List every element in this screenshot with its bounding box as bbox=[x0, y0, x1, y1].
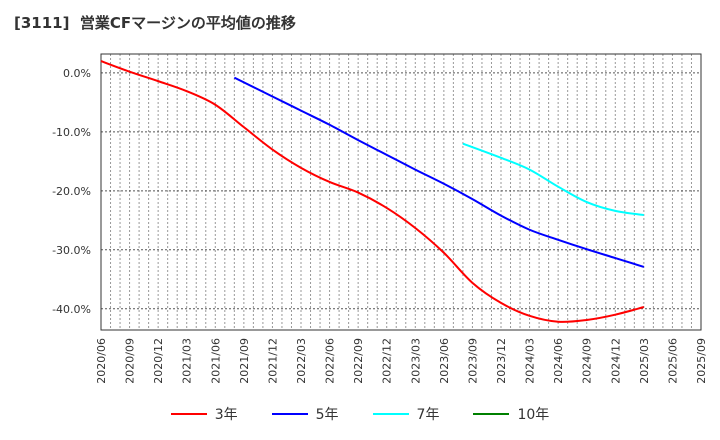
x-tick-label: 2023/09 bbox=[466, 338, 479, 384]
legend-item: 7年 bbox=[372, 404, 440, 424]
series-line-3年 bbox=[100, 60, 645, 323]
x-tick-label: 2021/06 bbox=[209, 338, 222, 384]
plot-frame bbox=[100, 53, 702, 331]
x-tick-label: 2021/03 bbox=[181, 338, 194, 384]
x-tick-label: 2024/09 bbox=[581, 338, 594, 384]
legend-label: 5年 bbox=[315, 407, 339, 423]
legend-item: 3年 bbox=[170, 404, 238, 424]
legend-label: 7年 bbox=[416, 407, 440, 423]
legend-swatch bbox=[372, 413, 409, 415]
legend-label: 3年 bbox=[214, 407, 238, 423]
x-tick-label: 2024/03 bbox=[524, 338, 537, 384]
y-tick-label: -10.0% bbox=[52, 126, 91, 139]
y-tick-label: 0.0% bbox=[63, 67, 91, 80]
legend-swatch bbox=[170, 413, 207, 415]
x-tick-label: 2024/06 bbox=[552, 338, 565, 384]
x-tick-label: 2020/06 bbox=[95, 338, 108, 384]
x-tick-label: 2023/03 bbox=[409, 338, 422, 384]
x-tick-label: 2023/06 bbox=[438, 338, 451, 384]
x-tick-label: 2022/12 bbox=[381, 338, 394, 384]
legend-label: 10年 bbox=[517, 407, 550, 423]
legend-swatch bbox=[271, 413, 308, 415]
chart-title: [3111] 営業CFマージンの平均値の推移 bbox=[14, 14, 296, 32]
x-tick-label: 2025/09 bbox=[695, 338, 708, 384]
x-tick-label: 2023/12 bbox=[495, 338, 508, 384]
series-line-7年 bbox=[462, 142, 644, 216]
x-tick-label: 2025/06 bbox=[666, 338, 679, 384]
x-tick-label: 2021/09 bbox=[238, 338, 251, 384]
x-tick-label: 2020/09 bbox=[124, 338, 137, 384]
x-tick-label: 2024/12 bbox=[609, 338, 622, 384]
x-tick-label: 2022/03 bbox=[295, 338, 308, 384]
y-tick-label: -40.0% bbox=[52, 303, 91, 316]
legend-item: 10年 bbox=[473, 404, 549, 424]
legend-swatch bbox=[473, 413, 510, 415]
x-tick-label: 2022/06 bbox=[324, 338, 337, 384]
y-tick-label: -20.0% bbox=[52, 185, 91, 198]
series-line-5年 bbox=[233, 76, 645, 268]
legend: 3年 5年 7年 10年 bbox=[0, 404, 720, 424]
legend-item: 5年 bbox=[271, 404, 339, 424]
x-tick-label: 2022/09 bbox=[352, 338, 365, 384]
x-tick-label: 2021/12 bbox=[266, 338, 279, 384]
y-tick-label: -30.0% bbox=[52, 244, 91, 257]
x-tick-label: 2025/03 bbox=[638, 338, 651, 384]
x-tick-label: 2020/12 bbox=[152, 338, 165, 384]
